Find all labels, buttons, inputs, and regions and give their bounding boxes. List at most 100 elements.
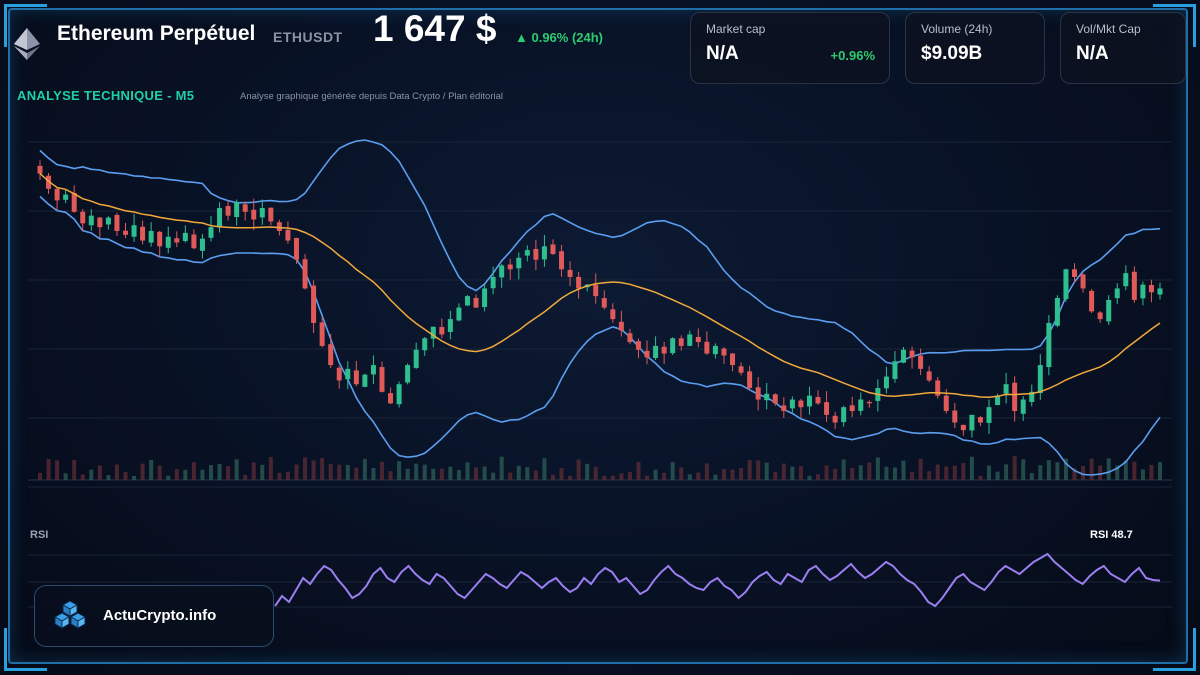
candle-body	[704, 341, 710, 354]
volume-bar	[610, 475, 615, 480]
volume-bar	[1021, 459, 1026, 480]
candle-body	[225, 206, 231, 216]
candle-body	[627, 333, 633, 343]
candle-body	[824, 402, 830, 415]
rsi-line	[274, 552, 1161, 608]
volume-bar	[773, 471, 778, 480]
candle-body	[678, 338, 684, 346]
candle-body	[63, 194, 69, 200]
candle-body	[285, 229, 291, 241]
candle-body	[405, 365, 411, 383]
volume-bar	[1089, 458, 1094, 480]
volume-bar	[46, 459, 51, 480]
vol-mkt-cap-value: N/A	[1076, 43, 1109, 64]
candle-body	[88, 215, 94, 226]
volume-bar	[226, 466, 231, 480]
candle-body	[1072, 269, 1078, 277]
candle-body	[670, 338, 676, 354]
candle-body	[781, 405, 787, 412]
chart-grid	[28, 141, 1172, 488]
volume-bar	[875, 457, 880, 480]
analysis-note: Analyse graphique générée depuis Data Cr…	[240, 91, 503, 102]
candle-body	[858, 399, 864, 411]
bollinger-bands	[39, 139, 1161, 476]
candle-body	[396, 384, 402, 405]
volume-bar	[559, 468, 564, 480]
candle-body	[1148, 285, 1154, 293]
volume-bar	[422, 464, 427, 480]
candle-body	[960, 424, 966, 431]
candle-body	[533, 248, 539, 260]
candle-body	[1063, 269, 1069, 300]
candle-body	[567, 269, 573, 277]
candle-body	[174, 238, 180, 243]
volume-bar	[97, 465, 102, 480]
candle-body	[798, 400, 804, 408]
candle-body	[738, 366, 744, 373]
volume-bar	[542, 458, 547, 480]
corner-accent	[4, 628, 47, 671]
volume-bar	[619, 473, 624, 480]
volume-bar	[807, 475, 812, 480]
volume-bar	[961, 463, 966, 480]
volume-bar	[337, 464, 342, 480]
candle-body	[482, 288, 488, 308]
candle-body	[1089, 290, 1095, 312]
volume-bar	[1140, 469, 1145, 480]
volume-bar	[824, 465, 829, 480]
volume-bar	[234, 459, 239, 480]
candle-body	[208, 227, 214, 238]
candle-body	[199, 238, 205, 251]
candle-body	[644, 350, 650, 358]
candle-body	[46, 175, 52, 189]
candle-body	[1157, 288, 1163, 295]
market-cap-card: Market cap N/A +0.96%	[690, 12, 890, 84]
volume-bar	[362, 458, 367, 480]
volume-bar	[123, 472, 128, 480]
candle-body	[952, 410, 958, 423]
volume-bar	[525, 467, 530, 480]
candle-body	[319, 322, 325, 346]
cubes-logo-icon	[53, 600, 87, 629]
ethereum-icon	[14, 28, 40, 60]
candle-body	[54, 188, 60, 201]
candle-body	[995, 395, 1001, 406]
volume-bar	[208, 464, 213, 480]
volume-bars	[38, 456, 1162, 480]
candle-body	[516, 257, 522, 269]
volume-bar	[978, 475, 983, 480]
candle-body	[1131, 271, 1137, 300]
brand-badge[interactable]: ActuCrypto.info	[34, 585, 274, 647]
candle-body	[37, 165, 43, 174]
volume-bar	[379, 461, 384, 480]
candle-body	[114, 214, 120, 231]
volume-bar	[739, 468, 744, 480]
candle-body	[388, 393, 394, 404]
candle-body	[276, 222, 282, 231]
volume-bar	[55, 460, 60, 480]
candle-body	[764, 393, 770, 401]
candle-body	[1080, 274, 1086, 289]
candle-body	[1097, 312, 1103, 320]
candle-body	[849, 405, 855, 412]
volume-bar	[816, 474, 821, 480]
volume-bar	[627, 471, 632, 480]
candle-body	[268, 207, 274, 222]
volume-bar	[491, 472, 496, 480]
candle-body	[653, 345, 659, 358]
candle-body	[293, 237, 299, 260]
candle-body	[806, 395, 812, 407]
candle-body	[1140, 284, 1146, 299]
volume-bar	[568, 475, 573, 480]
volume-bar	[798, 466, 803, 480]
candle-body	[541, 246, 547, 260]
candle-body	[336, 367, 342, 381]
volume-bar	[987, 465, 992, 480]
candle-body	[721, 348, 727, 356]
candle-body	[473, 297, 479, 308]
candle-body	[302, 259, 308, 289]
candle-body	[593, 284, 599, 297]
volume-bar	[1046, 460, 1051, 480]
moving-average-line	[39, 172, 1161, 398]
candle-body	[430, 326, 436, 339]
